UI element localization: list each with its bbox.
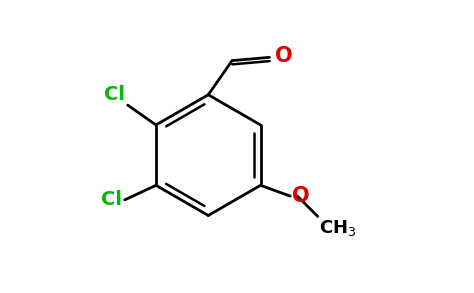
Text: O: O [274,46,292,66]
Text: Cl: Cl [104,85,125,104]
Text: O: O [292,186,310,206]
Text: CH$_3$: CH$_3$ [319,218,356,238]
Text: Cl: Cl [101,190,122,209]
